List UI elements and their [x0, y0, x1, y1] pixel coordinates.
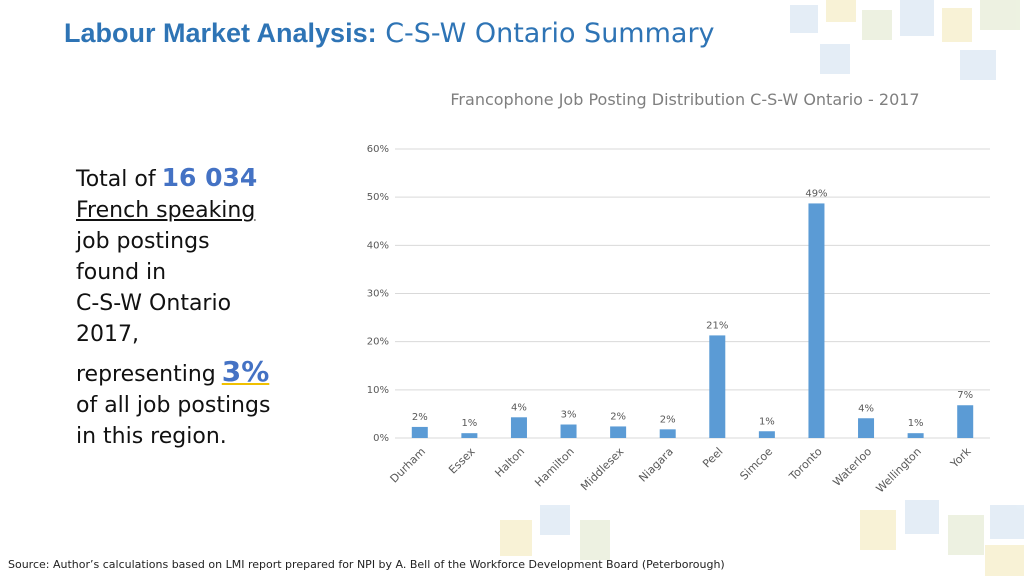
text: Total of — [76, 167, 156, 192]
source: Source: Author’s calculations based on L… — [8, 558, 725, 571]
data-label: 4% — [858, 403, 874, 414]
y-tick-label: 10% — [367, 385, 389, 396]
title-rest: C-S-W Ontario Summary — [385, 18, 715, 49]
text: of all job postings — [76, 393, 271, 418]
highlight: 16 034 — [161, 163, 258, 192]
bar — [758, 431, 775, 438]
text: in this region. — [76, 424, 227, 449]
y-tick-label: 50% — [367, 192, 389, 203]
chart-title: Francophone Job Posting Distribution C-S… — [450, 90, 920, 109]
x-tick-label: Middlesex — [578, 445, 627, 494]
data-label: 1% — [759, 416, 775, 427]
data-label: 1% — [908, 418, 924, 429]
bar — [858, 418, 875, 438]
data-label: 2% — [610, 411, 626, 422]
x-tick-label: Halton — [492, 445, 527, 480]
y-tick-label: 30% — [367, 289, 389, 300]
data-label: 2% — [412, 412, 428, 423]
x-tick-label: Niagara — [636, 445, 676, 485]
data-label: 2% — [660, 414, 676, 425]
x-tick-label: York — [947, 445, 974, 472]
y-tick-label: 40% — [367, 240, 389, 251]
bar — [907, 433, 924, 438]
slide-title: Labour Market Analysis: C-S-W Ontario Su… — [64, 18, 715, 49]
x-tick-label: Toronto — [786, 445, 825, 484]
data-label: 7% — [957, 390, 973, 401]
bar — [560, 424, 577, 438]
data-label: 49% — [805, 188, 827, 199]
y-tick-label: 0% — [373, 433, 389, 444]
text: found in — [76, 260, 167, 285]
y-tick-label: 60% — [367, 144, 389, 155]
bar — [610, 426, 627, 438]
bar — [659, 429, 676, 438]
y-tick-label: 20% — [367, 337, 389, 348]
decoration — [500, 0, 1024, 576]
text: representing — [76, 362, 216, 387]
x-tick-label: Waterloo — [830, 445, 874, 489]
bar — [808, 203, 825, 438]
summary: Total of 16 034 French speaking job posti… — [76, 162, 270, 452]
x-tick-label: Essex — [446, 445, 478, 477]
x-tick-label: Durham — [388, 445, 428, 485]
text: French speaking — [76, 198, 256, 223]
bar — [411, 426, 428, 438]
data-label: 21% — [706, 320, 728, 331]
x-tick-label: Wellington — [874, 445, 924, 495]
bar — [510, 417, 527, 438]
data-label: 1% — [461, 418, 477, 429]
highlight: 3% — [221, 355, 270, 388]
title-bold: Labour Market Analysis: — [64, 18, 377, 48]
text: job postings — [76, 229, 210, 254]
bar — [461, 433, 478, 438]
data-label: 4% — [511, 402, 527, 413]
x-tick-label: Hamilton — [532, 445, 576, 489]
bar — [709, 335, 726, 438]
data-label: 3% — [561, 410, 577, 421]
x-tick-label: Peel — [700, 445, 725, 470]
text: C-S-W Ontario — [76, 291, 232, 316]
text: 2017, — [76, 322, 139, 347]
bar — [957, 405, 974, 438]
x-tick-label: Simcoe — [737, 445, 775, 483]
